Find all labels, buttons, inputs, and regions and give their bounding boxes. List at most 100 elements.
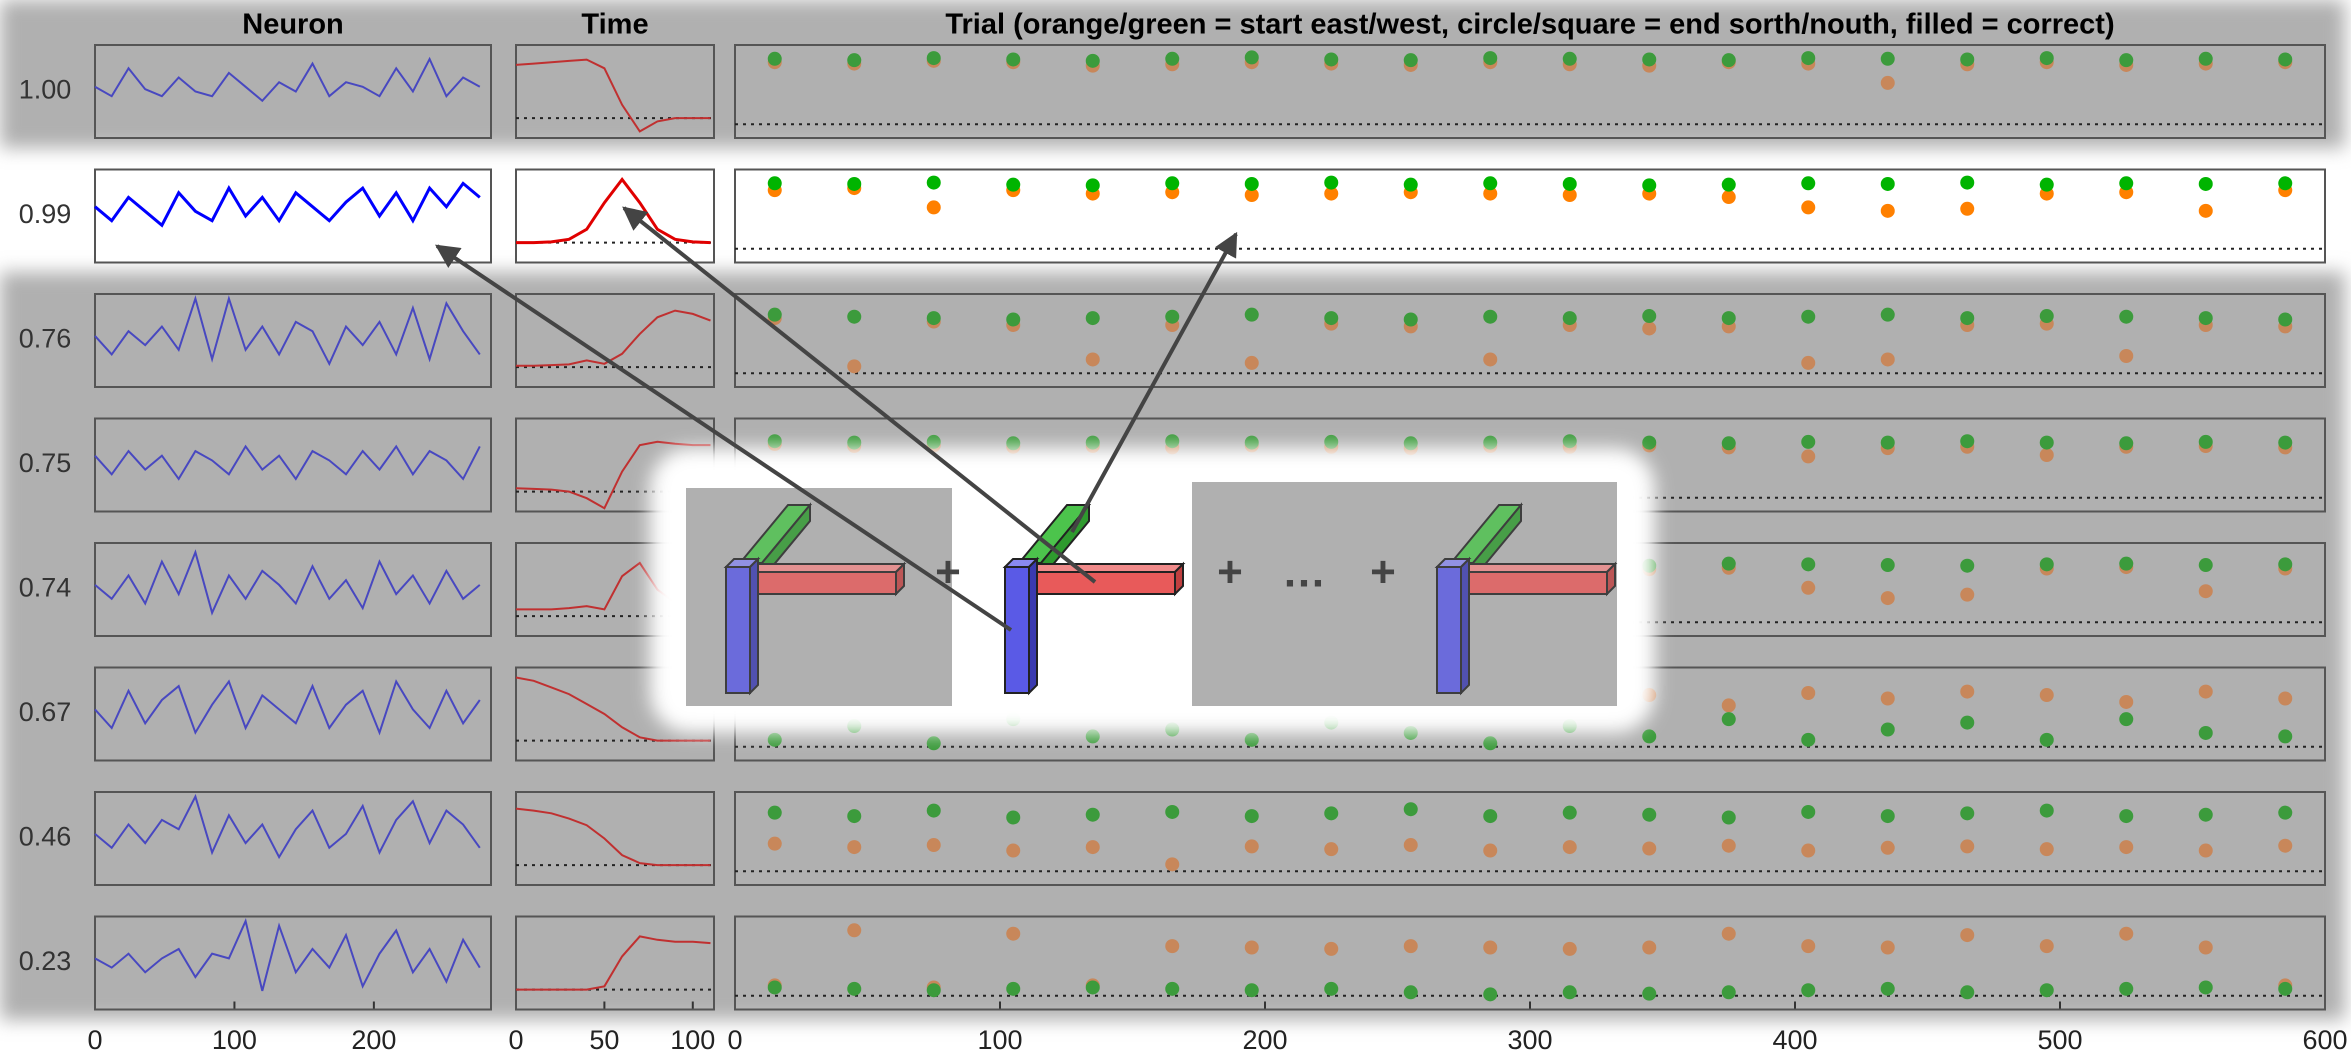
row-label: 0.99 xyxy=(19,199,72,229)
trial-point xyxy=(1722,712,1736,726)
trial-point xyxy=(2040,733,2054,747)
x-tick-label: 100 xyxy=(212,1025,257,1055)
column-title: Time xyxy=(581,9,648,41)
x-tick-label: 0 xyxy=(87,1025,102,1055)
trial-point xyxy=(1881,723,1895,737)
trial-point xyxy=(1960,928,1974,942)
trial-point xyxy=(1006,178,1020,192)
trial-point xyxy=(2040,939,2054,953)
trial-point xyxy=(2199,558,2213,572)
trial-point xyxy=(1801,200,1815,214)
trial-point xyxy=(1086,54,1100,68)
trial-point xyxy=(1563,434,1577,448)
trial-point xyxy=(1086,808,1100,822)
trial-point xyxy=(1801,983,1815,997)
trial-point xyxy=(1483,51,1497,65)
trial-point xyxy=(1006,844,1020,858)
trial-point xyxy=(1960,806,1974,820)
trial-point xyxy=(1881,941,1895,955)
trial-point xyxy=(1722,698,1736,712)
trial-point xyxy=(2278,806,2292,820)
x-tick-label: 50 xyxy=(589,1025,619,1055)
trial-point xyxy=(2278,982,2292,996)
row-label: 0.74 xyxy=(19,573,72,603)
trial-point xyxy=(768,733,782,747)
trial-point xyxy=(1483,736,1497,750)
trial-point xyxy=(1324,806,1338,820)
trial-point xyxy=(2199,584,2213,598)
trial-point xyxy=(1881,591,1895,605)
trial-point xyxy=(1563,985,1577,999)
trial-point xyxy=(2040,842,2054,856)
trial-point xyxy=(1245,941,1259,955)
trial-point xyxy=(847,809,861,823)
trial-point xyxy=(1881,809,1895,823)
trial-point xyxy=(2119,712,2133,726)
x-tick-label: 0 xyxy=(508,1025,523,1055)
trial-point xyxy=(2199,685,2213,699)
trial-point xyxy=(847,53,861,67)
trial-point xyxy=(2278,839,2292,853)
trial-point xyxy=(1165,310,1179,324)
trial-point xyxy=(1960,52,1974,66)
trial-point xyxy=(1801,310,1815,324)
trial-point xyxy=(2119,809,2133,823)
figure: 1.000.990.760.750.740.670.460.23Neuron01… xyxy=(0,0,2351,1059)
trial-point xyxy=(1245,733,1259,747)
trial-point xyxy=(927,736,941,750)
trial-point xyxy=(1245,308,1259,322)
plus: + xyxy=(1217,548,1243,597)
trial-point xyxy=(1245,839,1259,853)
trial-point xyxy=(1801,844,1815,858)
trial-point xyxy=(768,837,782,851)
trial-point xyxy=(1404,312,1418,326)
x-tick-label: 500 xyxy=(2037,1025,2082,1055)
trial-point xyxy=(1642,987,1656,1001)
trial-point xyxy=(1960,716,1974,730)
trial-point xyxy=(768,806,782,820)
trial-point xyxy=(847,177,861,191)
trial-point xyxy=(2119,982,2133,996)
trial-point xyxy=(927,200,941,214)
trial-point xyxy=(1881,204,1895,218)
trial-point xyxy=(1642,841,1656,855)
trial-point xyxy=(1165,805,1179,819)
trial-point xyxy=(1642,178,1656,192)
trial-point xyxy=(1960,202,1974,216)
trial-point xyxy=(1483,941,1497,955)
trial-point xyxy=(1006,810,1020,824)
trial-point xyxy=(1165,857,1179,871)
column-title: Trial (orange/green = start east/west, c… xyxy=(945,9,2114,41)
x-tick-label: 100 xyxy=(977,1025,1022,1055)
trial-point xyxy=(1324,52,1338,66)
trial-point xyxy=(1563,942,1577,956)
trial-point xyxy=(1483,987,1497,1001)
trial-point xyxy=(1006,312,1020,326)
trial-point xyxy=(847,840,861,854)
trial-point xyxy=(2040,557,2054,571)
trial-point xyxy=(847,359,861,373)
trial-point xyxy=(2278,729,2292,743)
column-title: Neuron xyxy=(242,9,344,41)
trial-point xyxy=(1324,942,1338,956)
trial-point xyxy=(768,980,782,994)
x-tick-label: 300 xyxy=(1507,1025,1552,1055)
x-tick-label: 100 xyxy=(670,1025,715,1055)
trial-point xyxy=(1324,176,1338,190)
trial-point xyxy=(1722,53,1736,67)
trial-point xyxy=(2199,435,2213,449)
trial-point xyxy=(1165,939,1179,953)
trial-point xyxy=(847,923,861,937)
trial-point xyxy=(1086,436,1100,450)
trial-point xyxy=(1404,838,1418,852)
trial-point xyxy=(1642,52,1656,66)
trial-point xyxy=(2278,312,2292,326)
panel xyxy=(516,170,714,263)
trial-point xyxy=(768,176,782,190)
trial-point xyxy=(1404,985,1418,999)
trial-point xyxy=(1563,177,1577,191)
row-label: 0.76 xyxy=(19,324,72,354)
trial-point xyxy=(1642,436,1656,450)
trial-point xyxy=(2199,980,2213,994)
trial-point xyxy=(2040,448,2054,462)
